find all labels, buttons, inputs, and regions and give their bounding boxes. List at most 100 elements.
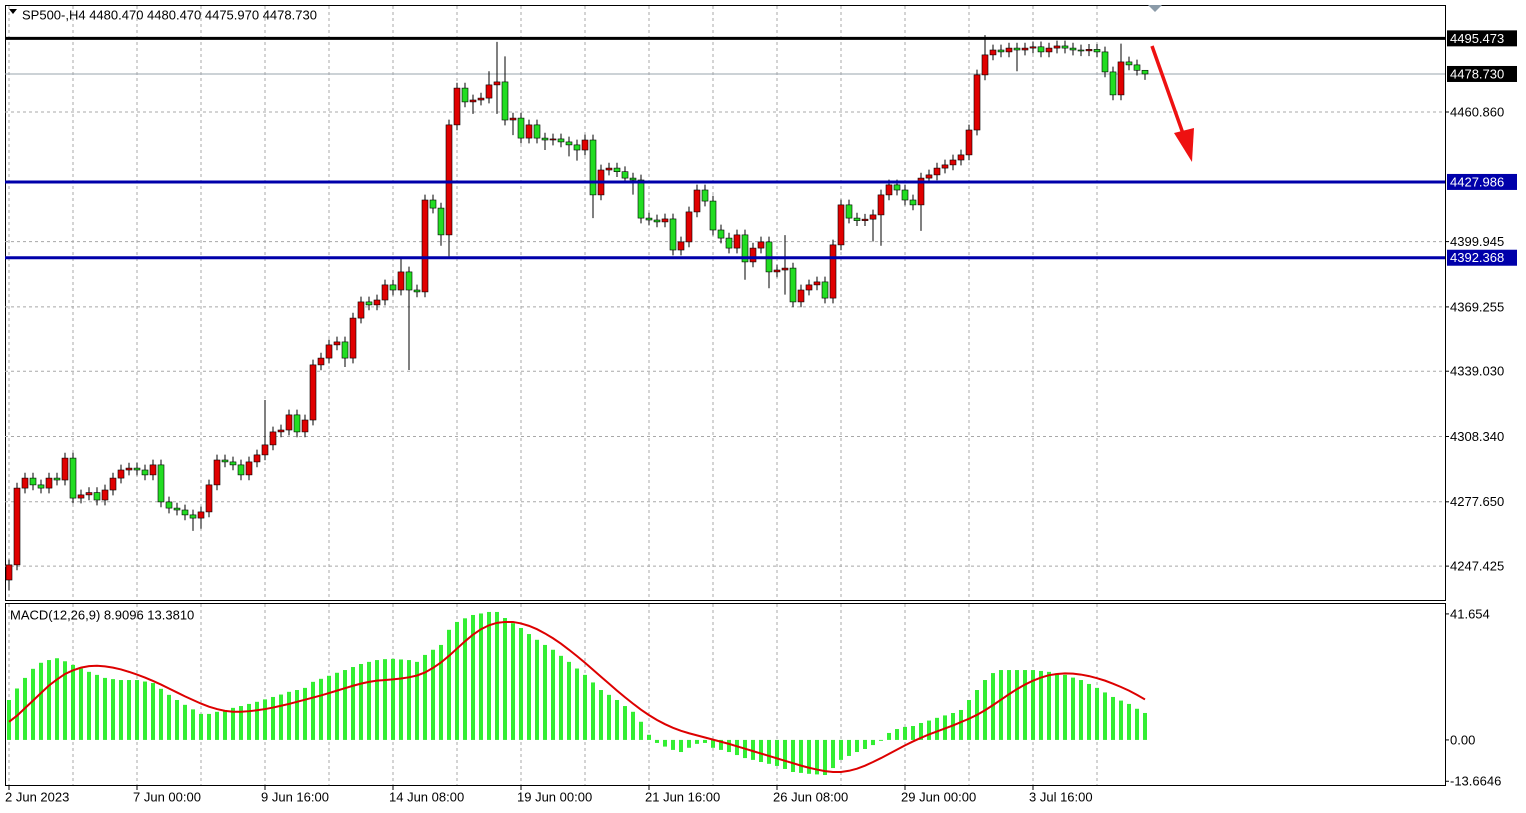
macd-bar <box>527 634 531 740</box>
x-tick-label: 7 Jun 00:00 <box>133 789 201 804</box>
candle-body <box>957 154 965 161</box>
candle-body <box>693 189 701 213</box>
macd-bar <box>263 699 267 740</box>
macd-bar <box>791 739 795 772</box>
candle-body <box>517 117 525 139</box>
macd-bar <box>303 687 307 740</box>
y-tick-label: 41.654 <box>1450 606 1490 621</box>
candle-body <box>741 234 749 263</box>
candle-body <box>445 124 453 236</box>
macd-bar <box>103 677 107 740</box>
candle-body <box>125 467 133 471</box>
candle-body <box>941 164 949 169</box>
candle-body <box>773 269 781 273</box>
macd-bar <box>783 739 787 769</box>
candle-body <box>405 271 413 291</box>
candle-body <box>1053 45 1061 49</box>
shift-marker[interactable] <box>1148 5 1162 12</box>
macd-bar <box>439 644 443 740</box>
candle-body <box>1093 49 1101 53</box>
candle-body <box>317 357 325 366</box>
macd-bar <box>711 739 715 748</box>
macd-bar <box>671 739 675 750</box>
candle-body <box>749 247 757 263</box>
macd-bar <box>463 618 467 740</box>
y-tick-label: 4308.340 <box>1450 429 1504 444</box>
candle-body <box>165 501 173 509</box>
candle-body <box>637 179 645 219</box>
macd-bar <box>167 694 171 740</box>
macd-bar <box>415 661 419 740</box>
candle-body <box>885 184 893 196</box>
candle-body <box>149 464 157 476</box>
candle-body <box>861 218 869 221</box>
candle-body <box>821 281 829 299</box>
arrow-shaft <box>1150 45 1188 143</box>
menu-arrow[interactable] <box>9 9 17 14</box>
candle-body <box>181 509 189 516</box>
candle-body <box>53 477 61 481</box>
candle-body <box>221 459 229 463</box>
candle-body <box>5 564 13 581</box>
y-tick-label: 4247.425 <box>1450 559 1504 574</box>
y-tick-label: -13.6646 <box>1450 774 1501 789</box>
candle-body <box>101 489 109 501</box>
macd-bar <box>135 680 139 740</box>
candle-body <box>725 237 733 249</box>
macd-bar <box>487 611 491 740</box>
macd-bar <box>79 668 83 740</box>
macd-bar <box>871 739 875 746</box>
macd-plot-frame <box>5 603 1446 786</box>
candle-body <box>45 477 53 489</box>
candle-body <box>613 167 621 173</box>
macd-bar <box>767 739 771 764</box>
candle-body <box>1077 49 1085 52</box>
macd-bar <box>247 703 251 740</box>
candle-body <box>349 317 357 359</box>
macd-bar <box>927 720 931 740</box>
macd-bar <box>295 690 299 740</box>
candle-body <box>413 289 421 293</box>
x-tick-label: 29 Jun 00:00 <box>901 789 976 804</box>
level-label-box <box>1447 249 1517 266</box>
candle-body <box>1117 61 1125 96</box>
candle-body <box>141 469 149 476</box>
macd-bar <box>175 699 179 740</box>
macd-bar <box>1127 703 1131 740</box>
candle-body <box>509 117 517 121</box>
macd-bar <box>15 688 19 740</box>
symbol-header: SP500-,H4 4480.470 4480.470 4475.970 447… <box>22 7 317 22</box>
candle-body <box>485 84 493 99</box>
macd-bar <box>799 739 803 773</box>
candle-body <box>733 234 741 249</box>
candle-body <box>1141 69 1149 75</box>
candle-body <box>421 199 429 293</box>
arrow-head <box>1174 128 1194 162</box>
macd-bar <box>391 658 395 740</box>
candle-body <box>1101 51 1109 73</box>
macd-bar <box>1103 692 1107 740</box>
candle-body <box>997 49 1005 53</box>
y-tick-label: 4369.255 <box>1450 299 1504 314</box>
candle-body <box>357 301 365 319</box>
macd-bar <box>511 623 515 740</box>
macd-bar <box>63 661 67 740</box>
candle-body <box>61 457 69 481</box>
macd-bar <box>919 722 923 740</box>
macd-bar <box>655 739 659 743</box>
candle-body <box>245 461 253 476</box>
current-price-label: 4478.730 <box>1450 66 1504 81</box>
macd-bar <box>7 699 11 740</box>
macd-bar <box>823 739 827 776</box>
candle-body <box>973 74 981 131</box>
candle-body <box>13 487 21 566</box>
candle-body <box>661 218 669 223</box>
candle-body <box>589 139 597 196</box>
signal-line <box>8 620 1146 773</box>
macd-bar <box>631 711 635 740</box>
candle-body <box>669 218 677 251</box>
current-price-box <box>1447 65 1517 82</box>
candle-body <box>837 204 845 246</box>
macd-bar <box>431 649 435 740</box>
candle-body <box>845 204 853 219</box>
